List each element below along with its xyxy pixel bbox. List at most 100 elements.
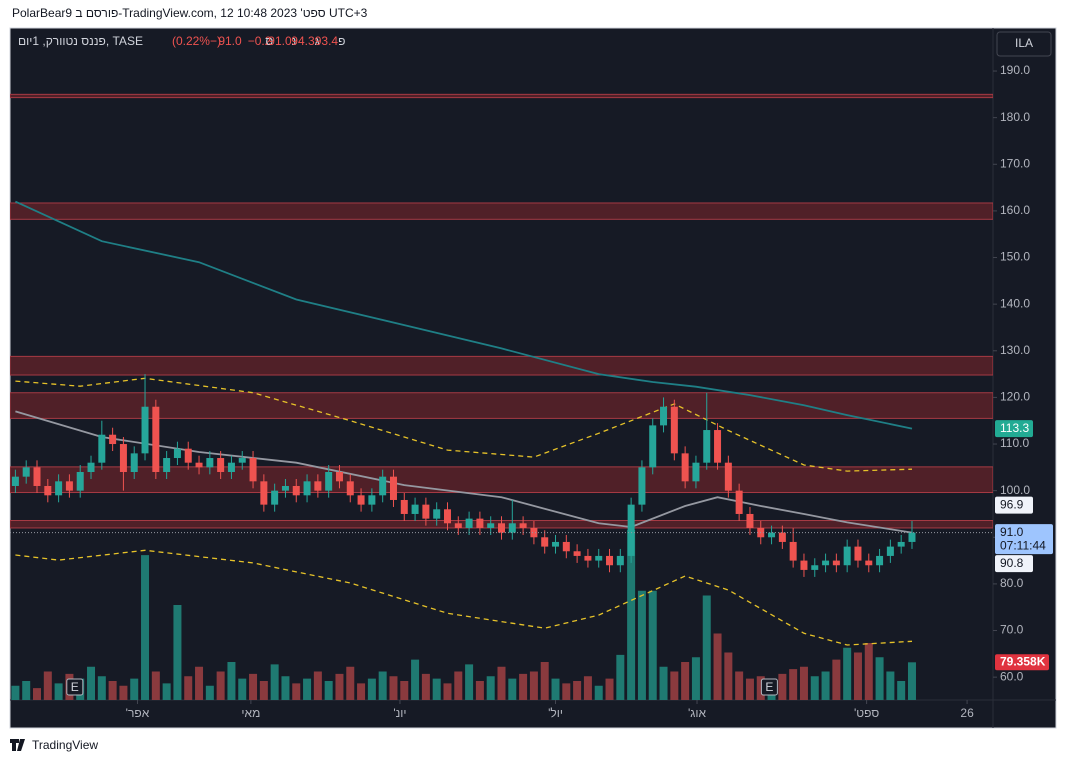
volume-bar: [281, 676, 290, 700]
indicator-line: [15, 200, 913, 430]
volume-bar: [151, 671, 160, 700]
volume-bar: [821, 671, 830, 700]
candle-body: [314, 481, 322, 491]
candle-body: [65, 481, 73, 491]
candle-body: [130, 453, 138, 473]
volume-bar: [33, 688, 42, 700]
candle-body: [346, 481, 354, 496]
volume-bar: [173, 605, 182, 700]
candle-body: [616, 555, 624, 566]
symbol: פננס נטוורק, 1יום, TASE: [18, 34, 143, 48]
legend-value: 91.0: [268, 34, 292, 48]
candle-body: [573, 551, 581, 556]
candle-body: [530, 527, 538, 538]
candle-body: [303, 481, 311, 496]
resistance-zone: [10, 93, 993, 99]
candle-body: [368, 495, 376, 505]
volume-bar: [864, 643, 873, 700]
indicator-line: [15, 549, 913, 646]
candle-body: [379, 476, 387, 496]
volume-bar: [22, 681, 31, 700]
y-tick-label: 60.0: [1000, 669, 1024, 683]
candle-body: [443, 509, 451, 524]
candle-body: [724, 462, 732, 491]
candle-body: [325, 472, 333, 491]
x-tick-label: 'יול: [548, 706, 563, 720]
candle-body: [465, 518, 473, 528]
volume-bar: [238, 678, 247, 700]
volume-bar: [454, 671, 463, 700]
candle-body: [292, 485, 300, 496]
volume-bar: [292, 683, 301, 700]
volume-bar: [54, 683, 63, 700]
volume-bar: [130, 678, 139, 700]
currency[interactable]: ILA: [1015, 36, 1033, 50]
y-tick-label: 160.0: [1000, 203, 1030, 217]
candle-body: [271, 490, 279, 505]
x-tick-label: מאי: [241, 706, 260, 720]
volume-bar: [335, 673, 344, 700]
volume-bar: [216, 671, 225, 700]
candle-body: [498, 523, 505, 533]
volume-bar: [270, 664, 279, 700]
volume-bar: [421, 673, 430, 700]
volume-bar: [486, 676, 495, 700]
candle-body: [714, 430, 722, 463]
candle-body: [638, 467, 646, 505]
candle-body: [238, 458, 246, 463]
candle-body: [454, 523, 462, 528]
y-tick-label: 190.0: [1000, 63, 1030, 77]
volume-bar: [627, 529, 636, 700]
candle-body: [541, 537, 549, 547]
x-tick-label: 'יונ: [393, 706, 406, 720]
volume-bar: [119, 685, 128, 700]
legend-change: −0.2 (−0.22%): [172, 34, 272, 48]
y-tick-label: 150.0: [1000, 250, 1030, 264]
candle-body: [141, 406, 149, 454]
volume-bar: [594, 685, 603, 700]
resistance-zone: [10, 202, 993, 220]
brand-logo: [10, 739, 25, 751]
volume-bar: [519, 673, 528, 700]
candle-body: [433, 509, 441, 519]
y-tick-label: 80.0: [1000, 576, 1024, 590]
candle-body: [76, 472, 84, 491]
y-tick-label: 130.0: [1000, 343, 1030, 357]
volume-label: 79.358K: [1000, 654, 1046, 668]
candle-body: [584, 555, 592, 561]
candle-body: [476, 518, 484, 528]
plot-area: [10, 93, 993, 700]
volume-bar: [432, 678, 441, 700]
legend-value: 93.4: [315, 34, 339, 48]
volume-bar: [465, 664, 474, 700]
candle-body: [768, 532, 776, 538]
legend: פננס נטוורק, 1יום, TASE פ93.4ג94.3נ91.0ס9…: [18, 34, 345, 48]
price-label-time: 07:11:44: [1000, 538, 1046, 552]
currency-button[interactable]: [996, 31, 1052, 57]
chart-frame: [9, 27, 1057, 729]
candle-body: [811, 565, 819, 570]
volume-bar: [724, 652, 733, 700]
candle-body: [11, 476, 19, 486]
event-label: E: [765, 680, 773, 694]
resistance-zone: [10, 355, 993, 376]
candle-body: [660, 406, 668, 426]
volume-bar: [259, 681, 268, 700]
volume-bar: [551, 678, 560, 700]
volume-bar: [540, 662, 549, 700]
candle-body: [595, 555, 603, 561]
candle-body: [400, 499, 408, 514]
legend-key: פ: [338, 34, 345, 48]
volume-bar: [97, 676, 106, 700]
candle-body: [606, 555, 614, 566]
volume-label-box: [995, 654, 1049, 671]
resistance-zone: [10, 392, 993, 419]
candle-body: [854, 546, 862, 561]
candle-body: [217, 458, 225, 473]
volume-bar: [702, 595, 711, 700]
volume-bar: [886, 671, 895, 700]
legend-value: 94.3: [291, 34, 315, 48]
volume-bar: [87, 666, 96, 700]
